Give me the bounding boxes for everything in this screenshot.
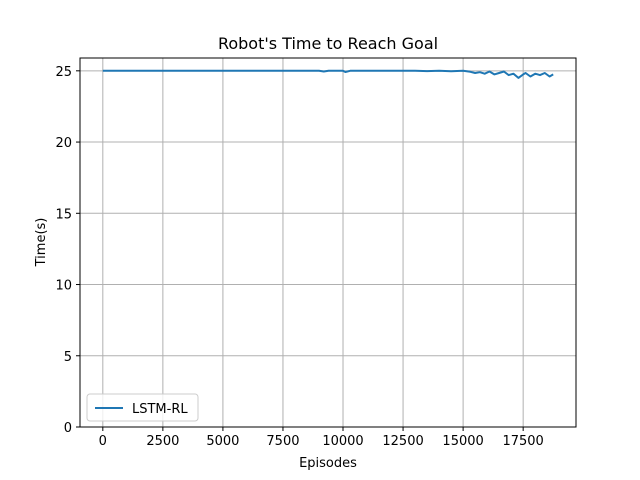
series-layer [102, 69, 554, 79]
ticks: 0 2500 5000 7500 10000 12500 15000 17500 0 5 10 15 2… [55, 65, 543, 449]
x-axis-label: Episodes [299, 456, 357, 471]
y-tick-label: 0 [64, 421, 72, 436]
legend: LSTM-RL [86, 393, 199, 422]
legend-box [86, 393, 199, 422]
x-tick-label: 17500 [502, 434, 543, 449]
y-tick-label: 10 [55, 279, 72, 294]
grid [80, 58, 576, 428]
plot-frame [79, 57, 577, 428]
y-axis-label: Time(s) [34, 218, 49, 268]
x-tick-label: 12500 [382, 434, 423, 449]
legend-label: LSTM-RL [132, 402, 188, 417]
x-tick-label: 2500 [146, 434, 179, 449]
y-tick-label: 15 [55, 207, 72, 222]
y-tick-label: 20 [55, 136, 72, 151]
x-tick-label: 10000 [322, 434, 363, 449]
chart-title: Robot's Time to Reach Goal [218, 34, 438, 53]
y-tick-label: 25 [55, 65, 72, 80]
x-tick-label: 15000 [442, 434, 483, 449]
x-tick-label: 7500 [266, 434, 299, 449]
y-tick-label: 5 [64, 350, 72, 365]
x-tick-label: 0 [99, 434, 107, 449]
series-line [102, 69, 554, 79]
x-tick-label: 5000 [206, 434, 239, 449]
